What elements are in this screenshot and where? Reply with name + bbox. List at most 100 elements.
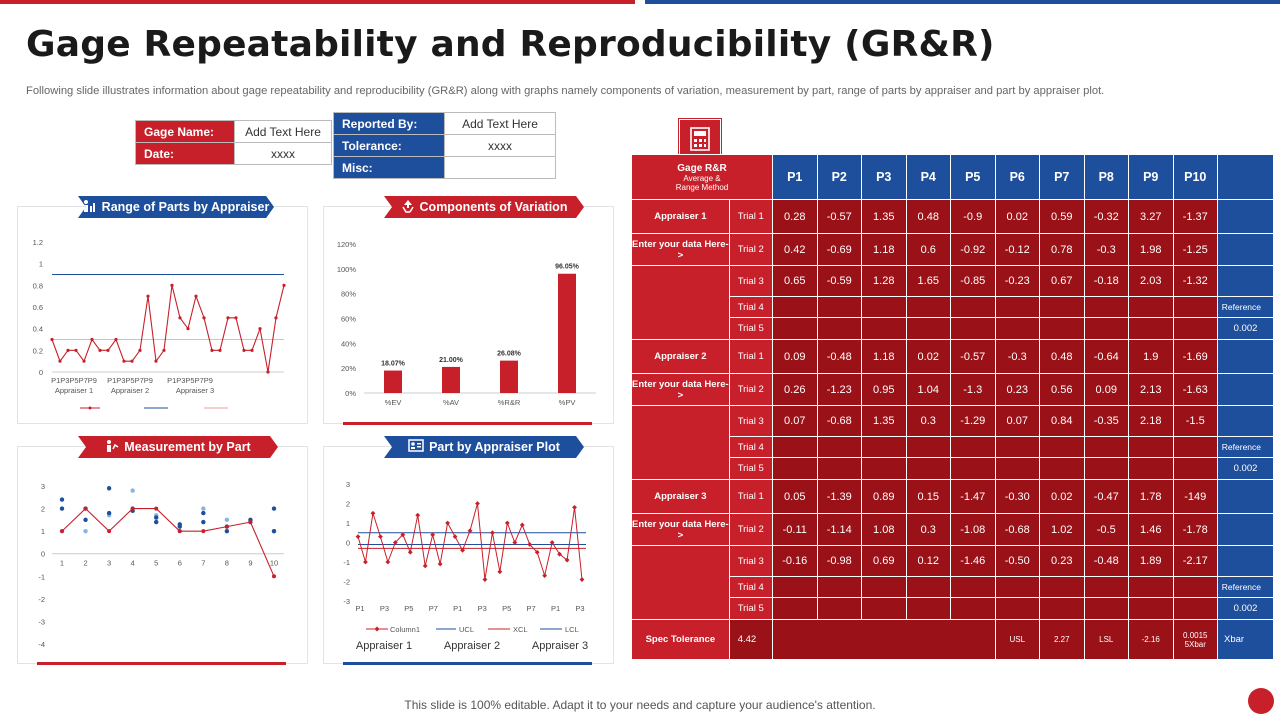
grr-cell[interactable]: 2.18 xyxy=(1128,405,1174,437)
grr-cell[interactable]: -0.35 xyxy=(1083,405,1129,437)
grr-cell[interactable]: -0.16 xyxy=(772,545,818,577)
grr-cell[interactable]: 0.23 xyxy=(994,373,1040,406)
grr-cell[interactable]: -0.48 xyxy=(816,339,862,374)
grr-cell[interactable]: -0.68 xyxy=(816,405,862,437)
grr-cell[interactable]: -0.30 xyxy=(994,479,1040,514)
date-field[interactable]: xxxx xyxy=(234,142,332,165)
comp-bar xyxy=(500,360,518,393)
grr-cell[interactable]: -1.23 xyxy=(816,373,862,406)
grr-cell[interactable]: 0.07 xyxy=(772,405,818,437)
grr-cell[interactable]: -0.23 xyxy=(994,265,1040,297)
range-point xyxy=(98,348,102,352)
grr-cell[interactable]: 0.02 xyxy=(905,339,951,374)
grr-cell[interactable]: -0.69 xyxy=(816,233,862,266)
grr-cell[interactable]: 1.98 xyxy=(1128,233,1174,266)
grr-cell[interactable]: -0.18 xyxy=(1083,265,1129,297)
grr-cell[interactable]: 0.23 xyxy=(1039,545,1085,577)
grr-cell[interactable]: 1.9 xyxy=(1128,339,1174,374)
grr-cell[interactable]: -0.5 xyxy=(1083,513,1129,546)
grr-cell[interactable]: 0.12 xyxy=(905,545,951,577)
grr-cell[interactable]: 0.02 xyxy=(994,199,1040,234)
grr-cell[interactable]: 0.42 xyxy=(772,233,818,266)
grr-cell[interactable]: -1.25 xyxy=(1172,233,1218,266)
grr-cell[interactable]: 0.78 xyxy=(1039,233,1085,266)
grr-cell[interactable]: 3.27 xyxy=(1128,199,1174,234)
grr-cell[interactable]: -1.47 xyxy=(950,479,996,514)
grr-cell[interactable]: 1.08 xyxy=(861,513,907,546)
grr-cell[interactable]: 0.56 xyxy=(1039,373,1085,406)
grr-cell[interactable]: -0.57 xyxy=(816,199,862,234)
grr-cell[interactable]: 0.26 xyxy=(772,373,818,406)
grr-cell[interactable]: 0.05 xyxy=(772,479,818,514)
grr-cell[interactable]: -0.92 xyxy=(950,233,996,266)
grr-cell[interactable]: -0.47 xyxy=(1083,479,1129,514)
grr-cell[interactable]: 0.02 xyxy=(1039,479,1085,514)
grr-cell[interactable]: -1.5 xyxy=(1172,405,1218,437)
grr-cell[interactable]: 0.07 xyxy=(994,405,1040,437)
grr-cell[interactable]: -1.63 xyxy=(1172,373,1218,406)
grr-cell[interactable]: -1.78 xyxy=(1172,513,1218,546)
grr-cell[interactable]: -2.17 xyxy=(1172,545,1218,577)
grr-cell[interactable]: -0.32 xyxy=(1083,199,1129,234)
grr-cell[interactable]: 0.67 xyxy=(1039,265,1085,297)
grr-cell[interactable]: 0.3 xyxy=(905,405,951,437)
grr-cell[interactable]: -0.98 xyxy=(816,545,862,577)
grr-cell[interactable]: -0.64 xyxy=(1083,339,1129,374)
grr-cell[interactable]: 1.65 xyxy=(905,265,951,297)
grr-cell[interactable]: 1.18 xyxy=(861,233,907,266)
grr-cell[interactable]: 1.02 xyxy=(1039,513,1085,546)
grr-cell[interactable]: 1.89 xyxy=(1128,545,1174,577)
grr-cell[interactable]: -0.11 xyxy=(772,513,818,546)
grr-cell[interactable]: 0.59 xyxy=(1039,199,1085,234)
grr-cell[interactable]: -0.48 xyxy=(1083,545,1129,577)
grr-cell[interactable]: 0.89 xyxy=(861,479,907,514)
grr-cell[interactable]: -1.37 xyxy=(1172,199,1218,234)
grr-cell[interactable]: 0.65 xyxy=(772,265,818,297)
grr-cell[interactable]: -1.29 xyxy=(950,405,996,437)
grr-cell[interactable]: 1.35 xyxy=(861,199,907,234)
grr-cell[interactable]: -1.69 xyxy=(1172,339,1218,374)
grr-cell[interactable]: 0.6 xyxy=(905,233,951,266)
misc-field[interactable] xyxy=(444,156,556,179)
pba-xtick: P3 xyxy=(575,604,584,613)
grr-cell[interactable]: -1.14 xyxy=(816,513,862,546)
grr-cell[interactable]: 1.28 xyxy=(861,265,907,297)
grr-cell[interactable]: -0.9 xyxy=(950,199,996,234)
grr-cell[interactable]: -0.68 xyxy=(994,513,1040,546)
grr-cell[interactable]: 0.3 xyxy=(905,513,951,546)
grr-cell[interactable]: 1.78 xyxy=(1128,479,1174,514)
grr-cell[interactable]: 0.95 xyxy=(861,373,907,406)
grr-cell[interactable]: 1.18 xyxy=(861,339,907,374)
reported-by-field[interactable]: Add Text Here xyxy=(444,112,556,135)
grr-cell[interactable]: -0.3 xyxy=(1083,233,1129,266)
grr-cell[interactable]: 0.48 xyxy=(1039,339,1085,374)
grr-cell[interactable]: 0.15 xyxy=(905,479,951,514)
grr-cell[interactable]: -0.50 xyxy=(994,545,1040,577)
grr-cell[interactable]: 0.09 xyxy=(772,339,818,374)
grr-cell[interactable]: -0.85 xyxy=(950,265,996,297)
grr-cell[interactable]: -1.08 xyxy=(950,513,996,546)
grr-cell[interactable]: -0.57 xyxy=(950,339,996,374)
grr-cell[interactable]: 0.28 xyxy=(772,199,818,234)
gage-name-field[interactable]: Add Text Here xyxy=(234,120,332,143)
grr-cell[interactable]: -0.3 xyxy=(994,339,1040,374)
grr-cell[interactable]: 0.09 xyxy=(1083,373,1129,406)
grr-cell[interactable]: 0.84 xyxy=(1039,405,1085,437)
grr-cell[interactable]: -149 xyxy=(1172,479,1218,514)
grr-cell[interactable]: -1.46 xyxy=(950,545,996,577)
tolerance-field[interactable]: xxxx xyxy=(444,134,556,157)
grr-cell[interactable]: 0.69 xyxy=(861,545,907,577)
meas-xtick: 3 xyxy=(107,559,111,568)
grr-cell[interactable]: -0.12 xyxy=(994,233,1040,266)
grr-cell[interactable]: 1.35 xyxy=(861,405,907,437)
grr-cell[interactable]: -1.32 xyxy=(1172,265,1218,297)
grr-cell[interactable]: 2.13 xyxy=(1128,373,1174,406)
grr-cell[interactable]: -1.3 xyxy=(950,373,996,406)
pba-point xyxy=(460,547,465,553)
grr-cell[interactable]: -1.39 xyxy=(816,479,862,514)
grr-cell[interactable]: 2.03 xyxy=(1128,265,1174,297)
grr-cell[interactable]: 0.48 xyxy=(905,199,951,234)
grr-cell[interactable]: -0.59 xyxy=(816,265,862,297)
grr-cell[interactable]: 1.04 xyxy=(905,373,951,406)
grr-cell[interactable]: 1.46 xyxy=(1128,513,1174,546)
